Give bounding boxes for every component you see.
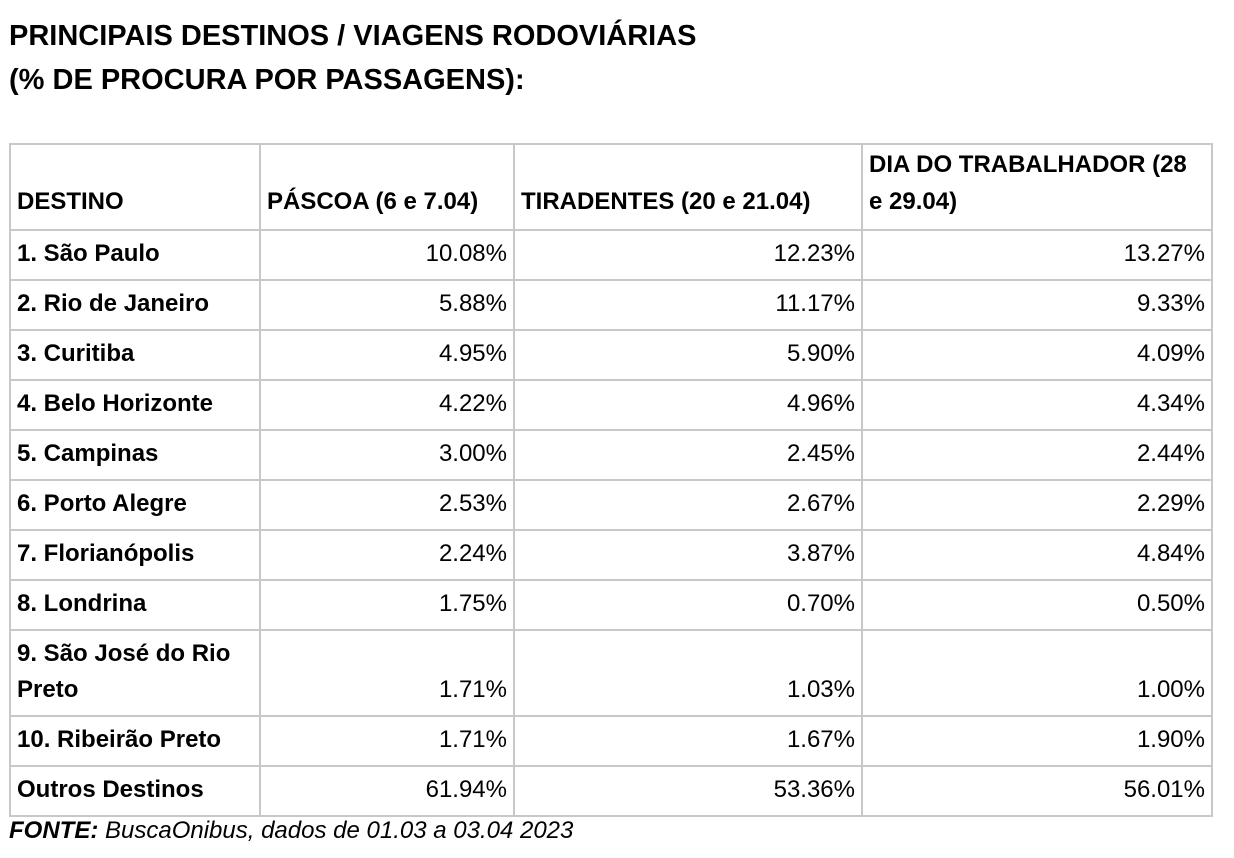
cell-tiradentes: 1.67% (513, 715, 863, 767)
cell-trabalhador: 56.01% (861, 765, 1213, 817)
table-row: 4. Belo Horizonte 4.22% 4.96% 4.34% (9, 379, 1213, 431)
cell-destino: 4. Belo Horizonte (9, 379, 261, 431)
cell-destino: Outros Destinos (9, 765, 261, 817)
cell-tiradentes: 0.70% (513, 579, 863, 631)
cell-destino: 3. Curitiba (9, 329, 261, 381)
cell-tiradentes: 3.87% (513, 529, 863, 581)
cell-destino: 10. Ribeirão Preto (9, 715, 261, 767)
cell-trabalhador: 13.27% (861, 229, 1213, 281)
header-pascoa: PÁSCOA (6 e 7.04) (259, 143, 515, 231)
cell-pascoa: 2.24% (259, 529, 515, 581)
cell-destino: 1. São Paulo (9, 229, 261, 281)
table-row: 8. Londrina 1.75% 0.70% 0.50% (9, 579, 1213, 631)
cell-trabalhador: 1.00% (861, 629, 1213, 717)
cell-pascoa: 1.71% (259, 629, 515, 717)
cell-trabalhador: 2.29% (861, 479, 1213, 531)
cell-tiradentes: 53.36% (513, 765, 863, 817)
cell-destino: 8. Londrina (9, 579, 261, 631)
cell-pascoa: 10.08% (259, 229, 515, 281)
cell-tiradentes: 12.23% (513, 229, 863, 281)
table-row: 1. São Paulo 10.08% 12.23% 13.27% (9, 229, 1213, 281)
cell-destino: 9. São José do Rio Preto (9, 629, 261, 717)
cell-tiradentes: 11.17% (513, 279, 863, 331)
cell-destino: 6. Porto Alegre (9, 479, 261, 531)
page-title: PRINCIPAIS DESTINOS / VIAGENS RODOVIÁRIA… (9, 14, 697, 102)
destinations-table: DESTINO PÁSCOA (6 e 7.04) TIRADENTES (20… (9, 143, 1213, 817)
header-tiradentes: TIRADENTES (20 e 21.04) (513, 143, 863, 231)
title-line-2: (% DE PROCURA POR PASSAGENS): (9, 64, 525, 96)
table-row: 10. Ribeirão Preto 1.71% 1.67% 1.90% (9, 715, 1213, 767)
cell-tiradentes: 2.45% (513, 429, 863, 481)
cell-destino: 7. Florianópolis (9, 529, 261, 581)
table-row: 9. São José do Rio Preto 1.71% 1.03% 1.0… (9, 629, 1213, 717)
cell-trabalhador: 4.84% (861, 529, 1213, 581)
cell-tiradentes: 2.67% (513, 479, 863, 531)
cell-pascoa: 61.94% (259, 765, 515, 817)
cell-trabalhador: 1.90% (861, 715, 1213, 767)
cell-trabalhador: 0.50% (861, 579, 1213, 631)
cell-trabalhador: 4.34% (861, 379, 1213, 431)
cell-trabalhador: 9.33% (861, 279, 1213, 331)
title-line-1: PRINCIPAIS DESTINOS / VIAGENS RODOVIÁRIA… (9, 20, 697, 52)
cell-pascoa: 5.88% (259, 279, 515, 331)
cell-pascoa: 4.95% (259, 329, 515, 381)
table-row: 6. Porto Alegre 2.53% 2.67% 2.29% (9, 479, 1213, 531)
cell-pascoa: 2.53% (259, 479, 515, 531)
table-row: 2. Rio de Janeiro 5.88% 11.17% 9.33% (9, 279, 1213, 331)
table-row: Outros Destinos 61.94% 53.36% 56.01% (9, 765, 1213, 817)
cell-trabalhador: 4.09% (861, 329, 1213, 381)
source-note: FONTE: BuscaOnibus, dados de 01.03 a 03.… (9, 815, 573, 847)
cell-trabalhador: 2.44% (861, 429, 1213, 481)
header-destino: DESTINO (9, 143, 261, 231)
header-dia-do-trabalhador: DIA DO TRABALHADOR (28 e 29.04) (861, 143, 1213, 231)
cell-pascoa: 4.22% (259, 379, 515, 431)
cell-pascoa: 1.75% (259, 579, 515, 631)
source-text: BuscaOnibus, dados de 01.03 a 03.04 2023 (98, 817, 574, 844)
table-row: 5. Campinas 3.00% 2.45% 2.44% (9, 429, 1213, 481)
table-row: 7. Florianópolis 2.24% 3.87% 4.84% (9, 529, 1213, 581)
cell-destino: 5. Campinas (9, 429, 261, 481)
cell-tiradentes: 4.96% (513, 379, 863, 431)
table-header-row: DESTINO PÁSCOA (6 e 7.04) TIRADENTES (20… (9, 143, 1213, 231)
cell-tiradentes: 1.03% (513, 629, 863, 717)
cell-tiradentes: 5.90% (513, 329, 863, 381)
table-row: 3. Curitiba 4.95% 5.90% 4.09% (9, 329, 1213, 381)
source-label: FONTE: (9, 817, 99, 844)
cell-destino: 2. Rio de Janeiro (9, 279, 261, 331)
cell-pascoa: 3.00% (259, 429, 515, 481)
cell-pascoa: 1.71% (259, 715, 515, 767)
